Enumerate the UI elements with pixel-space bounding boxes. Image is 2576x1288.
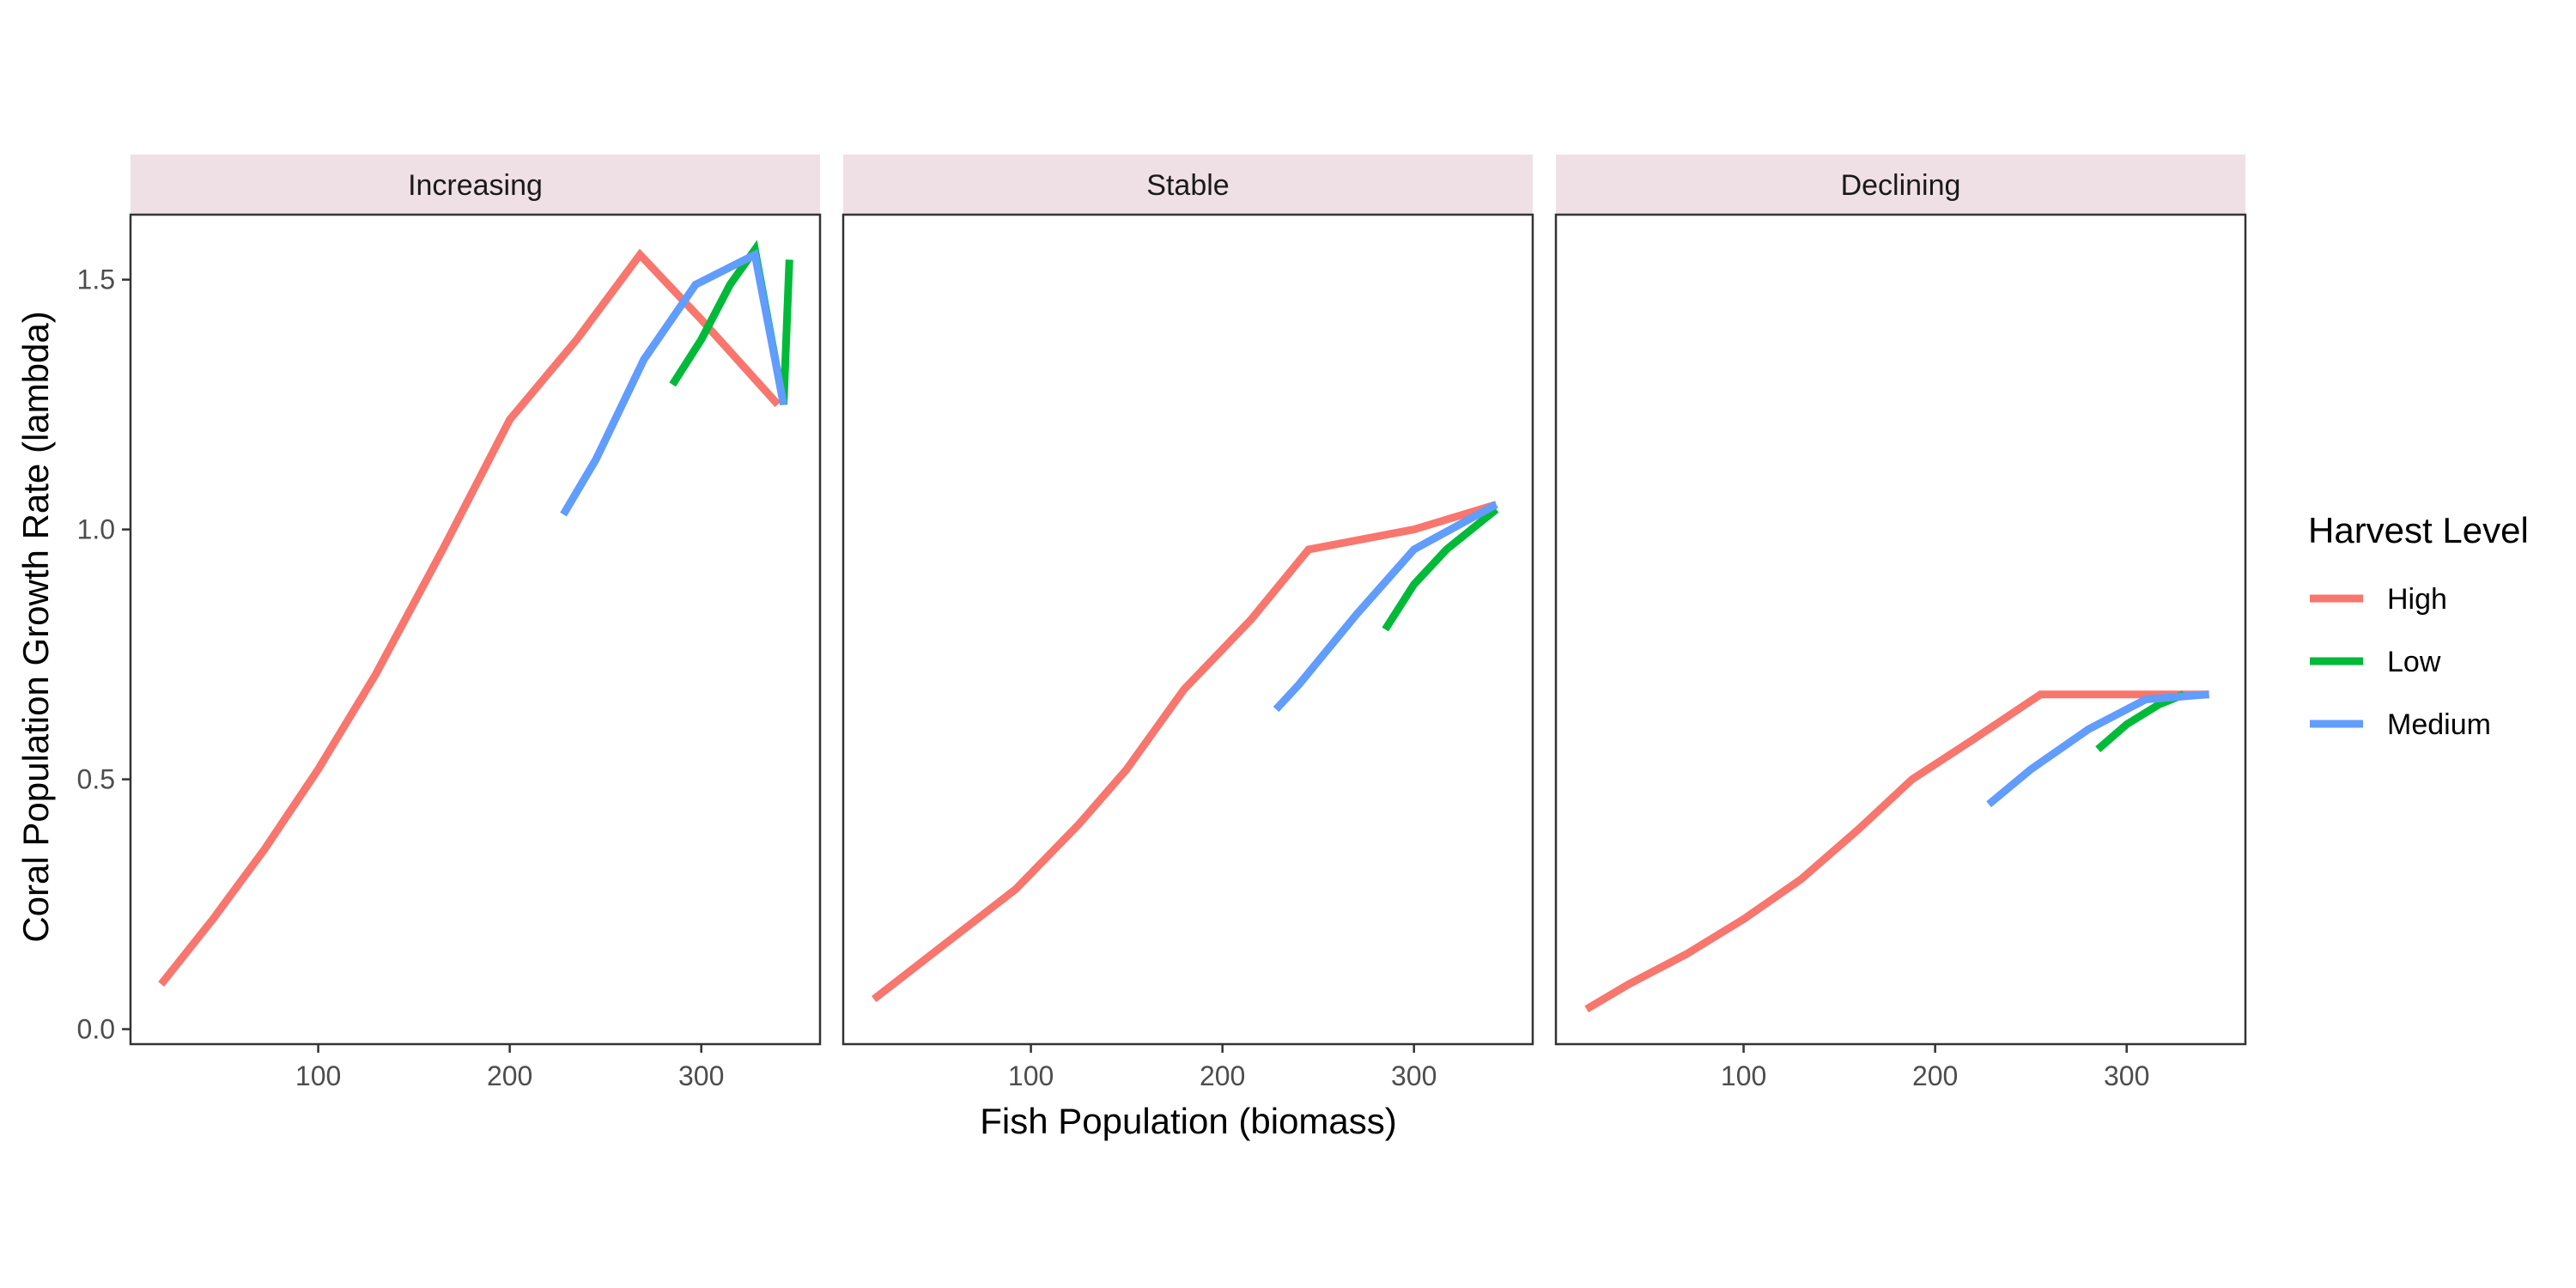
legend: Harvest Level High Low Medium [2308, 510, 2529, 741]
series-line-low [669, 240, 793, 405]
x-tick-label: 200 [487, 1060, 532, 1091]
series-line-medium [1986, 690, 2209, 808]
x-tick-label: 300 [2104, 1060, 2149, 1091]
x-tick-label: 200 [1200, 1060, 1245, 1091]
series-line-medium [1273, 501, 1498, 713]
legend-label-high: High [2387, 583, 2447, 616]
panel-border [841, 213, 1534, 1046]
facet-panel-increasing: Increasing 100 200 300 [129, 155, 822, 1091]
series-line-high [1584, 690, 2209, 1013]
legend-label-low: Low [2387, 646, 2441, 678]
y-tick-label: 1.5 [77, 264, 115, 295]
x-axis-title: Fish Population (biomass) [980, 1101, 1397, 1141]
facet-panel-stable: Stable 100 200 300 [841, 155, 1534, 1091]
facet-strip-label: Declining [1841, 169, 1961, 202]
legend-title: Harvest Level [2308, 510, 2529, 550]
facet-strip [131, 155, 820, 215]
series-line-high [158, 248, 781, 987]
panel-border [129, 213, 822, 1046]
facet-strip [1556, 155, 2245, 215]
series-line-low [1382, 506, 1499, 632]
facet-strip-label: Stable [1146, 169, 1229, 202]
x-tick-label: 100 [1721, 1060, 1766, 1091]
series-line-medium [560, 248, 788, 517]
x-tick-label: 300 [1391, 1060, 1437, 1091]
series-line-high [871, 501, 1498, 1003]
x-tick-label: 300 [678, 1060, 724, 1091]
y-tick-label: 0.5 [77, 764, 115, 795]
y-axis-title: Coral Population Growth Rate (lambda) [15, 311, 56, 942]
y-tick-label: 1.0 [77, 514, 115, 545]
x-tick-label: 200 [1912, 1060, 1958, 1091]
x-tick-label: 100 [1008, 1060, 1054, 1091]
facet-strip [843, 155, 1533, 215]
y-axis: 0.0 0.5 1.0 1.5 [77, 264, 131, 1045]
legend-label-medium: Medium [2387, 708, 2491, 741]
panel-border [1554, 213, 2247, 1046]
x-tick-label: 100 [295, 1060, 341, 1091]
y-tick-label: 0.0 [77, 1014, 115, 1045]
facet-strip-label: Increasing [408, 169, 543, 202]
facet-panel-declining: Declining 100 200 300 [1554, 155, 2247, 1091]
